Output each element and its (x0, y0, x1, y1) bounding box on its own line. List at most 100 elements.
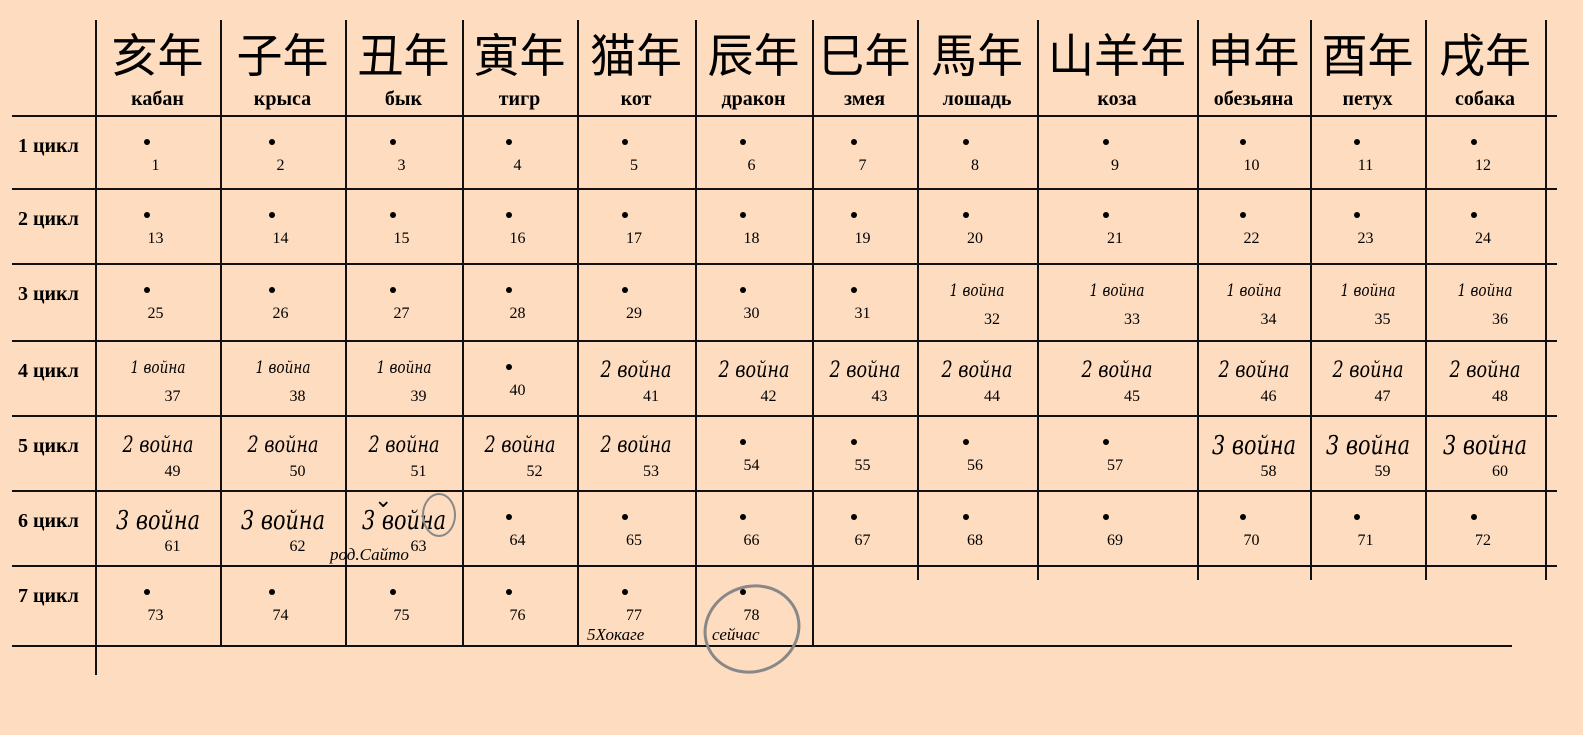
year-number: 54 (743, 457, 760, 474)
table-cell: 2 война 51 (345, 415, 462, 490)
year-dot (505, 212, 512, 218)
year-number: 28 (509, 305, 526, 322)
note-fifth-hokage: 5Хокаге (587, 625, 645, 644)
year-dot (1103, 212, 1109, 218)
year-dot (739, 439, 746, 445)
table-cell: 2 война 41 (577, 340, 695, 415)
war-label: 2 война (1217, 358, 1290, 383)
note-now: сейчас (712, 625, 760, 644)
year-number: 27 (393, 305, 410, 322)
table-cell: 30 (695, 263, 812, 340)
table-cell: 4 (462, 115, 577, 188)
year-number: 8 (971, 157, 979, 174)
year-dot (505, 364, 512, 370)
table-cell: 20 (917, 188, 1037, 263)
table-cell: 65 (577, 490, 695, 565)
column-header: 馬年 лошадь (917, 28, 1037, 111)
table-cell: 1 война 37 (95, 340, 220, 415)
year-number: 60 (1492, 463, 1508, 480)
header-kanji: 子年 (236, 29, 329, 83)
column-header: 巳年 змея (812, 28, 917, 111)
war-label: 3 война (1325, 431, 1410, 461)
table-cell (917, 565, 1037, 645)
column-header: 丑年 бык (345, 28, 462, 111)
table-cell: 70 (1197, 490, 1310, 565)
year-number: 15 (393, 230, 410, 247)
year-number: 40 (509, 382, 526, 399)
year-dot (1239, 514, 1246, 520)
header-kanji: 辰年 (707, 29, 800, 83)
war-label: 3 война (115, 506, 200, 536)
grid-vline (220, 20, 222, 645)
war-label: 2 война (600, 358, 672, 383)
header-kanji: 丑年 (357, 29, 450, 83)
table-cell: 56 (917, 415, 1037, 490)
year-number: 32 (984, 311, 1000, 328)
year-number: 59 (1374, 463, 1391, 480)
year-dot (389, 287, 396, 293)
column-header: 辰年 дракон (695, 28, 812, 111)
table-cell: 76 (462, 565, 577, 645)
table-cell: 3 война 59 (1310, 415, 1425, 490)
checkmark-icon: ⌄ (374, 488, 393, 513)
table-cell: 1 война 34 (1197, 263, 1310, 340)
year-number: 46 (1260, 388, 1277, 405)
war-label: 2 война (1331, 358, 1404, 383)
year-dot (505, 139, 512, 145)
table-cell: 19 (812, 188, 917, 263)
year-dot (268, 287, 275, 293)
grid-hline (12, 115, 1557, 117)
grid-vline (1545, 20, 1547, 580)
year-dot (963, 439, 969, 445)
year-dot (850, 287, 857, 293)
year-number: 36 (1492, 311, 1508, 328)
year-number: 78 (743, 607, 760, 624)
year-number: 77 (626, 607, 642, 624)
year-dot (963, 139, 969, 145)
table-cell: 15 (345, 188, 462, 263)
table-cell: 2 война 50 (220, 415, 345, 490)
year-number: 26 (272, 305, 289, 322)
table-cell: 2 война 42 (695, 340, 812, 415)
year-dot (850, 439, 857, 445)
year-number: 34 (1260, 311, 1277, 328)
year-number: 53 (643, 463, 659, 480)
war-label: 2 война (121, 433, 194, 458)
table-cell: 1 война 36 (1425, 263, 1545, 340)
table-cell: 28 (462, 263, 577, 340)
year-number: 38 (289, 388, 306, 405)
header-kanji: 猫年 (590, 29, 682, 83)
war-label: 3 война (1443, 431, 1527, 461)
column-header: 申年 обезьяна (1197, 28, 1310, 111)
grid-hline (12, 490, 1557, 492)
year-dot (1103, 139, 1109, 145)
grid-vline (462, 20, 464, 645)
table-cell: 26 (220, 263, 345, 340)
table-cell: 2 война 45 (1037, 340, 1197, 415)
year-dot (1471, 212, 1477, 218)
table-cell: 9 (1037, 115, 1197, 188)
column-header: 戌年 собака (1425, 28, 1545, 111)
war-label: 2 война (941, 358, 1013, 383)
column-header: 子年 крыса (220, 28, 345, 111)
header-kanji: 申年 (1207, 29, 1300, 83)
year-dot (1353, 139, 1360, 145)
header-animal: бык (384, 88, 423, 110)
column-header: 猫年 кот (577, 28, 695, 111)
table-cell: 1 война 32 (917, 263, 1037, 340)
year-number: 57 (1107, 457, 1123, 474)
year-number: 71 (1357, 532, 1374, 549)
table-cell: 11 (1310, 115, 1425, 188)
year-dot (505, 287, 512, 293)
year-dot (268, 139, 275, 145)
table-cell: 7 (812, 115, 917, 188)
grid-vline (1037, 20, 1039, 580)
table-cell: 64 (462, 490, 577, 565)
war-label: 3 война (240, 506, 325, 536)
column-header: 亥年 кабан (95, 28, 220, 111)
grid-hline (12, 415, 1557, 417)
grid-vline (812, 20, 814, 645)
year-number: 23 (1357, 230, 1374, 247)
war-label: 1 война (1340, 281, 1395, 301)
table-cell: 13 (95, 188, 220, 263)
